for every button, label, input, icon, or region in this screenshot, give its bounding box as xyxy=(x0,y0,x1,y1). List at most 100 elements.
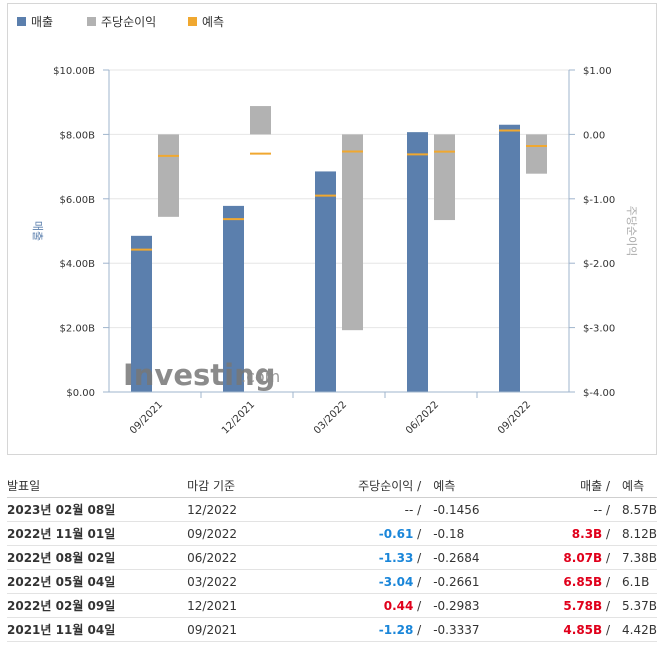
watermark-suffix: .com xyxy=(241,367,280,386)
cell-revenue: 6.85B / xyxy=(522,569,615,594)
header-eps-forecast[interactable]: 예측 xyxy=(425,474,523,498)
cell-period: 12/2022 xyxy=(187,497,315,522)
revenue-bar xyxy=(407,132,428,392)
revenue-bar xyxy=(499,124,520,393)
left-axis-title: 매출 xyxy=(31,221,44,241)
cell-eps-forecast: -0.2983 xyxy=(425,593,523,618)
revenue-value: 4.85B xyxy=(563,622,603,637)
header-eps[interactable]: 주당순이익 / xyxy=(314,474,426,498)
table-row: 2022년 11월 01일 09/2022 -0.61 / -0.18 8.3B… xyxy=(7,521,657,546)
legend-forecast[interactable]: 예측 xyxy=(188,13,224,30)
cell-eps: -3.04 / xyxy=(314,569,426,594)
x-category-label: 09/2022 xyxy=(496,399,533,436)
x-category-label: 12/2021 xyxy=(220,399,257,436)
cell-revenue-forecast: 6.1B xyxy=(614,569,657,594)
cell-eps: -1.33 / xyxy=(314,545,426,570)
eps-bar xyxy=(158,134,179,217)
cell-date: 2021년 11월 04일 xyxy=(7,617,188,642)
revenue-value: 5.78B xyxy=(563,598,603,613)
eps-value: -- xyxy=(404,502,414,517)
cell-period: 09/2022 xyxy=(187,521,315,546)
revenue-bar xyxy=(315,171,336,392)
left-tick-label: $10.00B xyxy=(53,66,95,77)
cell-eps-forecast: -0.2684 xyxy=(425,545,523,570)
x-category-label: 03/2022 xyxy=(312,399,349,436)
cell-eps: -0.61 / xyxy=(314,521,426,546)
rev-sep: / xyxy=(602,622,611,637)
right-tick-label: $-2.00 xyxy=(583,259,615,270)
legend-forecast-label: 예측 xyxy=(202,15,225,29)
eps-sep: / xyxy=(413,526,422,541)
cell-revenue: 8.07B / xyxy=(522,545,615,570)
right-tick-label: $-1.00 xyxy=(583,195,615,206)
legend-eps[interactable]: 주당순이익 xyxy=(87,13,156,30)
cell-revenue-forecast: 4.42B xyxy=(614,617,657,642)
table-row: 2021년 11월 04일 09/2021 -1.28 / -0.3337 4.… xyxy=(7,617,657,642)
header-revenue-forecast[interactable]: 예측 xyxy=(614,474,657,498)
cell-revenue-forecast: 7.38B xyxy=(614,545,657,570)
eps-sep: / xyxy=(413,622,422,637)
x-category-label: 09/2021 xyxy=(128,399,165,436)
legend-revenue[interactable]: 매출 xyxy=(17,13,53,30)
eps-value: -3.04 xyxy=(378,574,414,589)
cell-date: 2023년 02월 08일 xyxy=(7,497,188,522)
revenue-bar xyxy=(223,205,244,392)
cell-period: 06/2022 xyxy=(187,545,315,570)
eps-sep: / xyxy=(413,502,422,517)
cell-revenue-forecast: 8.12B xyxy=(614,521,657,546)
left-tick-label: $4.00B xyxy=(60,259,96,270)
rev-sep: / xyxy=(602,526,611,541)
revenue-swatch-icon xyxy=(17,17,26,26)
revenue-value: -- xyxy=(593,502,603,517)
rev-sep: / xyxy=(602,502,611,517)
x-category-label: 06/2022 xyxy=(404,399,441,436)
eps-bar xyxy=(342,134,363,331)
header-rev-sep: / xyxy=(602,479,611,493)
header-date[interactable]: 발표일 xyxy=(7,474,188,498)
cell-revenue: 5.78B / xyxy=(522,593,615,618)
earnings-chart: 매출 주당순이익 예측 Investing .com $0.00 $-4.00 $2… xyxy=(7,3,657,455)
header-eps-label: 주당순이익 xyxy=(358,479,414,493)
header-period[interactable]: 마감 기준 xyxy=(187,474,315,498)
legend-eps-label: 주당순이익 xyxy=(101,15,157,29)
cell-date: 2022년 05월 04일 xyxy=(7,569,188,594)
left-tick-label: $6.00B xyxy=(60,195,96,206)
rev-sep: / xyxy=(602,598,611,613)
eps-value: -0.61 xyxy=(378,526,414,541)
eps-value: -1.33 xyxy=(378,550,414,565)
eps-swatch-icon xyxy=(87,17,96,26)
cell-period: 09/2021 xyxy=(187,617,315,642)
left-tick-label: $2.00B xyxy=(60,324,96,335)
forecast-swatch-icon xyxy=(188,17,197,26)
table-row: 2022년 05월 04일 03/2022 -3.04 / -0.2661 6.… xyxy=(7,569,657,594)
left-tick-label: $0.00 xyxy=(66,388,95,399)
eps-sep: / xyxy=(413,574,422,589)
revenue-value: 8.3B xyxy=(571,526,603,541)
chart-plot: Investing .com $0.00 $-4.00 $2.00B $-3.00 $4… xyxy=(31,66,638,436)
eps-sep: / xyxy=(413,598,422,613)
right-tick-label: $-4.00 xyxy=(583,388,615,399)
cell-date: 2022년 02월 09일 xyxy=(7,593,188,618)
watermark-brand: Investing xyxy=(123,358,275,392)
eps-sep: / xyxy=(413,550,422,565)
cell-date: 2022년 08월 02일 xyxy=(7,545,188,570)
cell-eps: 0.44 / xyxy=(314,593,426,618)
cell-revenue-forecast: 5.37B xyxy=(614,593,657,618)
table-row: 2023년 02월 08일 12/2022 -- / -0.1456 -- / … xyxy=(7,497,657,522)
header-rev-label: 매출 xyxy=(580,479,603,493)
right-tick-label: $-3.00 xyxy=(583,324,615,335)
table-row: 2022년 02월 09일 12/2021 0.44 / -0.2983 5.7… xyxy=(7,593,657,618)
eps-value: 0.44 xyxy=(383,598,414,613)
cell-eps: -- / xyxy=(314,497,426,522)
cell-eps-forecast: -0.3337 xyxy=(425,617,523,642)
header-revenue[interactable]: 매출 / xyxy=(522,474,615,498)
header-eps-sep: / xyxy=(413,479,422,493)
cell-eps-forecast: -0.1456 xyxy=(425,497,523,522)
cell-revenue-forecast: 8.57B xyxy=(614,497,657,522)
investing-watermark: Investing .com xyxy=(123,358,280,392)
cell-eps-forecast: -0.2661 xyxy=(425,569,523,594)
revenue-value: 8.07B xyxy=(563,550,603,565)
right-axis-title: 주당순이익 xyxy=(625,206,638,257)
left-tick-label: $8.00B xyxy=(60,130,96,141)
cell-period: 12/2021 xyxy=(187,593,315,618)
